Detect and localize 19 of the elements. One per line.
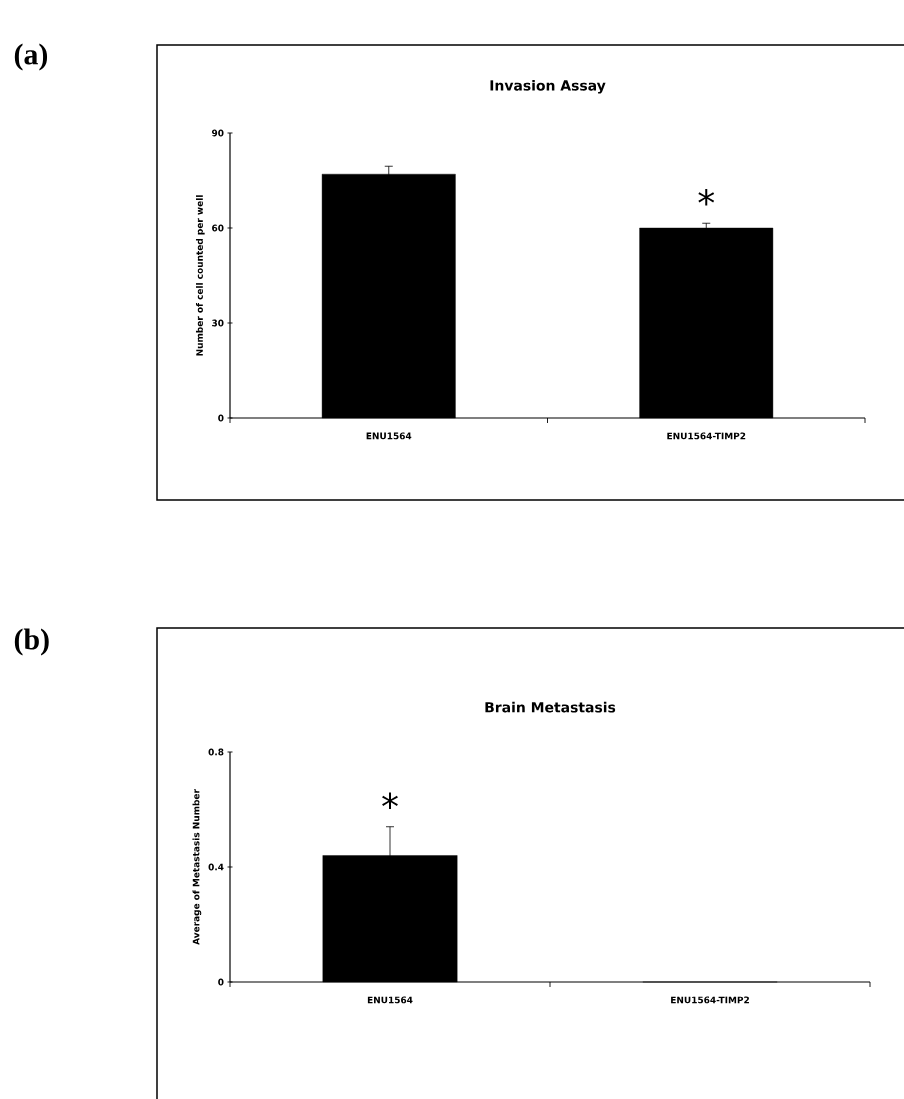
- text: (b): [14, 628, 49, 656]
- y-axis-title: Number of cell counted per well: [195, 195, 205, 356]
- annotation: *: [698, 189, 715, 206]
- y-tick-label: 0.4: [208, 863, 224, 871]
- y-axis-title: Average of Metastasis Number: [192, 789, 202, 945]
- y-tick-label: 90: [211, 129, 224, 137]
- y-tick-label: 0.8: [208, 748, 224, 756]
- y-tick-label: 0: [218, 414, 224, 422]
- text: (a): [14, 43, 48, 71]
- x-tick-label: ENU1564: [367, 996, 413, 1004]
- x-tick-label: ENU1564-TIMP2: [667, 432, 746, 440]
- chart-title: Brain Metastasis: [485, 701, 616, 713]
- chart-title: Invasion Assay: [490, 79, 606, 94]
- x-tick-label: ENU1564: [366, 432, 412, 440]
- y-tick-label: 0: [218, 978, 224, 986]
- x-tick-label: ENU1564-TIMP2: [671, 996, 749, 1004]
- y-tick-label: 30: [212, 319, 224, 327]
- annotation: *: [382, 792, 398, 809]
- y-tick-label: 60: [212, 224, 224, 232]
